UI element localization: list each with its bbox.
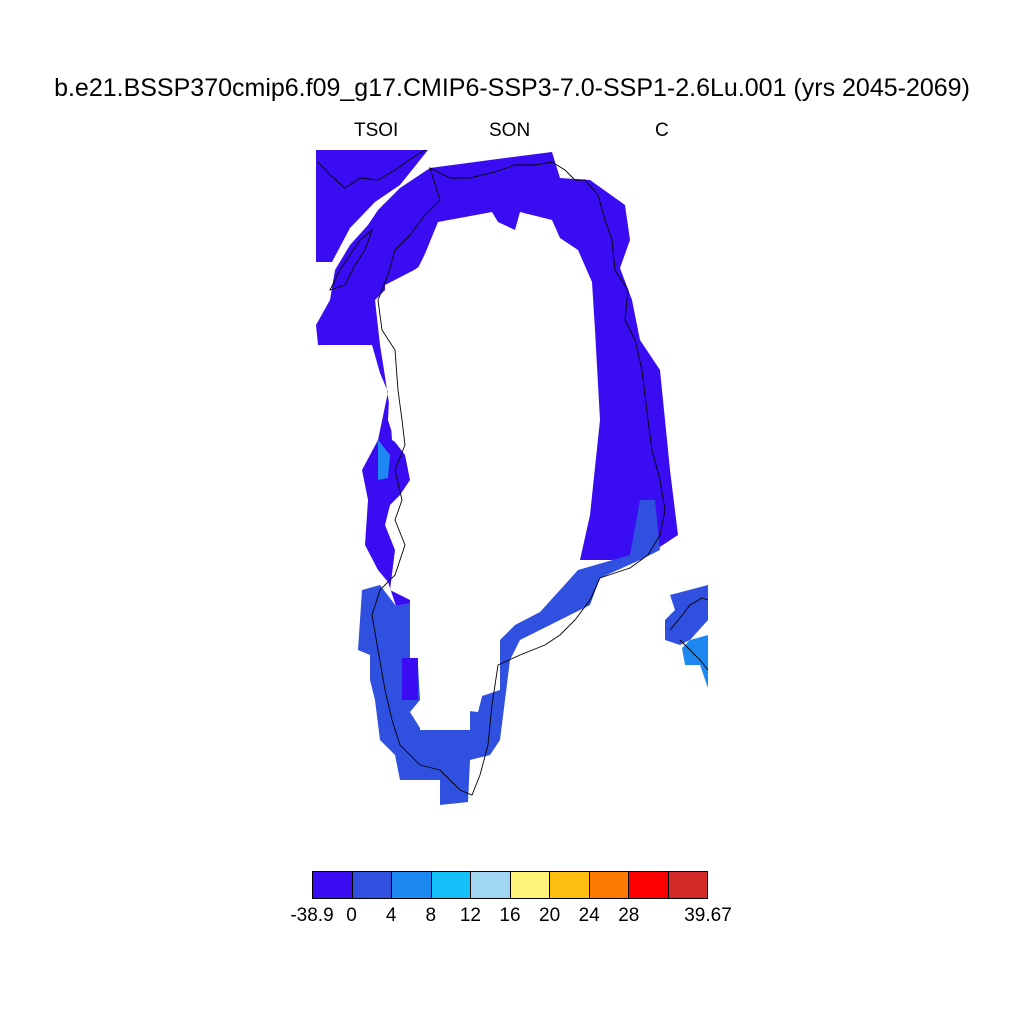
- colorbar-box-4: [471, 872, 511, 898]
- map-cell-northwest: [316, 150, 428, 262]
- map-cell-west-notch: [402, 658, 418, 700]
- colorbar-box-5: [510, 872, 550, 898]
- coastline-islands: [329, 228, 373, 291]
- colorbar-label-1: 0: [346, 905, 357, 926]
- colorbar-box-1: [352, 872, 392, 898]
- colorbar-label-7: 24: [578, 905, 600, 926]
- colorbar-label-8: 28: [618, 905, 640, 926]
- colorbar-box-8: [629, 872, 669, 898]
- colorbar-box-0: [313, 872, 353, 898]
- colorbar-label-4: 12: [459, 905, 481, 926]
- colorbar-box-2: [392, 872, 432, 898]
- colorbar-label-5: 16: [499, 905, 521, 926]
- colorbar-label-2: 4: [385, 905, 397, 926]
- map-cell-west-light: [378, 440, 390, 480]
- map-cell-iceland: [665, 585, 708, 645]
- variable-label: TSOI: [354, 120, 399, 141]
- units-label: C: [655, 120, 669, 141]
- map-cell-iceland-light: [682, 635, 708, 688]
- colorbar-box-6: [550, 872, 590, 898]
- season-label: SON: [489, 120, 531, 141]
- plot-title: b.e21.BSSP370cmip6.f09_g17.CMIP6-SSP3-7.…: [54, 74, 970, 102]
- coastline-ellesmere: [317, 149, 426, 189]
- coastline: [317, 149, 709, 796]
- coastline-greenland: [371, 161, 666, 796]
- colorbar-label-0: -38.9: [290, 905, 334, 926]
- coastline-iceland: [669, 597, 709, 671]
- colorbar-label-6: 20: [539, 905, 561, 926]
- colorbar: [312, 871, 708, 899]
- map-interior-masked: [385, 218, 592, 730]
- colorbar-box-9: [668, 872, 707, 898]
- colorbar-label-3: 8: [425, 905, 437, 926]
- colorbar-box-3: [431, 872, 471, 898]
- colorbar-box-7: [589, 872, 629, 898]
- colorbar-label-9: 39.67: [684, 905, 732, 926]
